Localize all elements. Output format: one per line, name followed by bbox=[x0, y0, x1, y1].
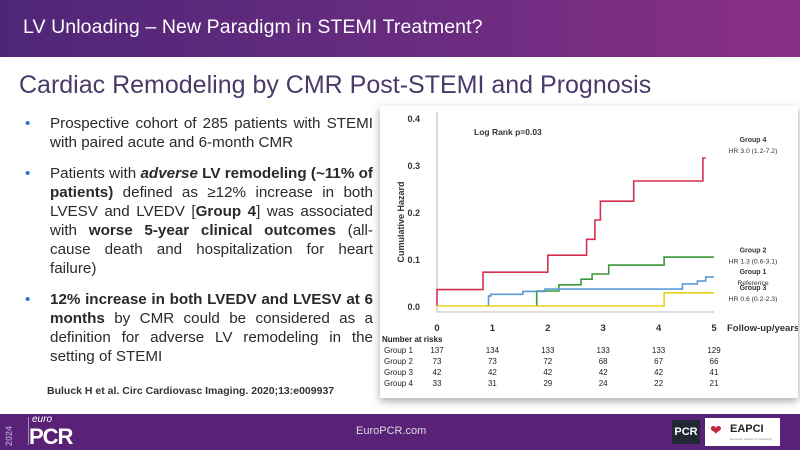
x-tick-label: 3 bbox=[601, 323, 606, 334]
risk-cell: 133 bbox=[597, 346, 611, 355]
risk-cell: 41 bbox=[710, 368, 719, 377]
series-group-3-line bbox=[437, 292, 714, 307]
x-tick-label: 2 bbox=[545, 323, 550, 334]
slide-header: LV Unloading – New Paradigm in STEMI Tre… bbox=[0, 0, 800, 57]
risk-cell: 67 bbox=[654, 357, 663, 366]
bullet-icon: • bbox=[25, 165, 31, 182]
y-tick-label: 0.3 bbox=[407, 161, 420, 171]
footer-url[interactable]: EuroPCR.com bbox=[356, 425, 427, 437]
series-hr-label: HR 1.3 (0.6-3.1) bbox=[729, 258, 778, 265]
footer bbox=[0, 414, 800, 450]
bullet-text: Prospective cohort of 285 patients with … bbox=[50, 115, 373, 151]
bullet-item: • 12% increase in both LVEDV and LVESV a… bbox=[23, 290, 373, 366]
risk-cell: 42 bbox=[654, 368, 663, 377]
series-hr-label: Reference bbox=[737, 280, 769, 287]
series-group-4-line bbox=[436, 157, 706, 306]
series-hr-label: HR 3.0 (1.2-7.2) bbox=[729, 148, 778, 155]
risk-cell: 33 bbox=[433, 379, 442, 388]
x-tick-label: 0 bbox=[434, 323, 439, 334]
risk-cell: 42 bbox=[488, 368, 497, 377]
series-name-label: Group 2 bbox=[740, 247, 767, 254]
risk-cell: 42 bbox=[543, 368, 552, 377]
risk-cell: 21 bbox=[710, 379, 719, 388]
bullet-list: • Prospective cohort of 285 patients wit… bbox=[23, 114, 373, 378]
x-tick-label: 1 bbox=[490, 323, 496, 334]
slide-subtitle: Cardiac Remodeling by CMR Post-STEMI and… bbox=[19, 71, 652, 99]
series-hr-label: HR 0.6 (0.2-2.3) bbox=[729, 296, 778, 303]
bullet-icon: • bbox=[25, 115, 31, 132]
series-group-2-line bbox=[535, 256, 714, 306]
risk-row-group: Group 2 bbox=[384, 357, 413, 366]
header-title: LV Unloading – New Paradigm in STEMI Tre… bbox=[23, 16, 483, 38]
eapci-sub-label: European Society of Cardiology bbox=[730, 437, 773, 441]
y-tick-label: 0.1 bbox=[407, 255, 420, 265]
risk-row-group: Group 4 bbox=[384, 379, 413, 388]
risk-cell: 29 bbox=[543, 379, 552, 388]
y-tick-label: 0.0 bbox=[407, 302, 420, 312]
y-tick-label: 0.2 bbox=[407, 208, 420, 218]
y-axis-title: Cumulative Hazard bbox=[396, 181, 406, 262]
risk-cell: 42 bbox=[433, 368, 442, 377]
risk-cell: 133 bbox=[541, 346, 555, 355]
bullet-item: • Patients with adverse LV remodeling (~… bbox=[23, 164, 373, 278]
footer-year: 2024 bbox=[4, 425, 14, 446]
logo-euro-text: euro bbox=[32, 414, 53, 425]
eapci-label: EAPCI bbox=[730, 423, 764, 435]
risk-cell: 24 bbox=[599, 379, 608, 388]
x-axis-title: Follow-up/years bbox=[727, 323, 798, 334]
series-name-label: Group 4 bbox=[740, 137, 767, 144]
x-tick-label: 5 bbox=[711, 323, 717, 334]
risk-cell: 72 bbox=[543, 357, 552, 366]
logo-divider bbox=[28, 417, 29, 445]
europcr-logo: PCR bbox=[29, 424, 73, 449]
risk-cell: 134 bbox=[486, 346, 500, 355]
risk-row-group: Group 1 bbox=[384, 346, 413, 355]
chart-title: Log Rank p=0.03 bbox=[474, 127, 542, 137]
risk-cell: 66 bbox=[710, 357, 719, 366]
risk-cell: 137 bbox=[430, 346, 444, 355]
risk-row-group: Group 3 bbox=[384, 368, 413, 377]
bullet-icon: • bbox=[25, 291, 31, 308]
x-tick-label: 4 bbox=[656, 323, 662, 334]
series-name-label: Group 3 bbox=[740, 285, 767, 292]
pcr-logo: PCR bbox=[672, 420, 700, 444]
series-group-1-line bbox=[487, 276, 714, 306]
citation: Buluck H et al. Circ Cardiovasc Imaging.… bbox=[47, 385, 335, 397]
risk-cell: 68 bbox=[599, 357, 608, 366]
bullet-text: 12% increase in both LVEDV and LVESV at … bbox=[50, 291, 373, 365]
heart-icon: ❤ bbox=[710, 422, 722, 438]
risk-table-title: Number at risks bbox=[382, 335, 443, 344]
risk-cell: 42 bbox=[599, 368, 608, 377]
series-name-label: Group 1 bbox=[740, 269, 767, 276]
y-tick-label: 0.4 bbox=[407, 114, 420, 124]
bullet-text: Patients with adverse LV remodeling (~11… bbox=[50, 165, 373, 277]
eapci-logo: ❤ EAPCI European Society of Cardiology bbox=[705, 418, 780, 446]
chart-card: 0.0 0.1 0.2 0.3 0.4 0 1 2 3 4 5 Follow-up/years Cumu… bbox=[380, 106, 799, 398]
risk-cell: 31 bbox=[488, 379, 497, 388]
bullet-item: • Prospective cohort of 285 patients wit… bbox=[23, 114, 373, 152]
risk-cell: 73 bbox=[488, 357, 497, 366]
risk-cell: 129 bbox=[707, 346, 721, 355]
km-chart: 0.0 0.1 0.2 0.3 0.4 0 1 2 3 4 5 Follow-up/years Cumu… bbox=[382, 112, 799, 388]
risk-cell: 22 bbox=[654, 379, 663, 388]
risk-cell: 73 bbox=[433, 357, 442, 366]
risk-cell: 133 bbox=[652, 346, 666, 355]
